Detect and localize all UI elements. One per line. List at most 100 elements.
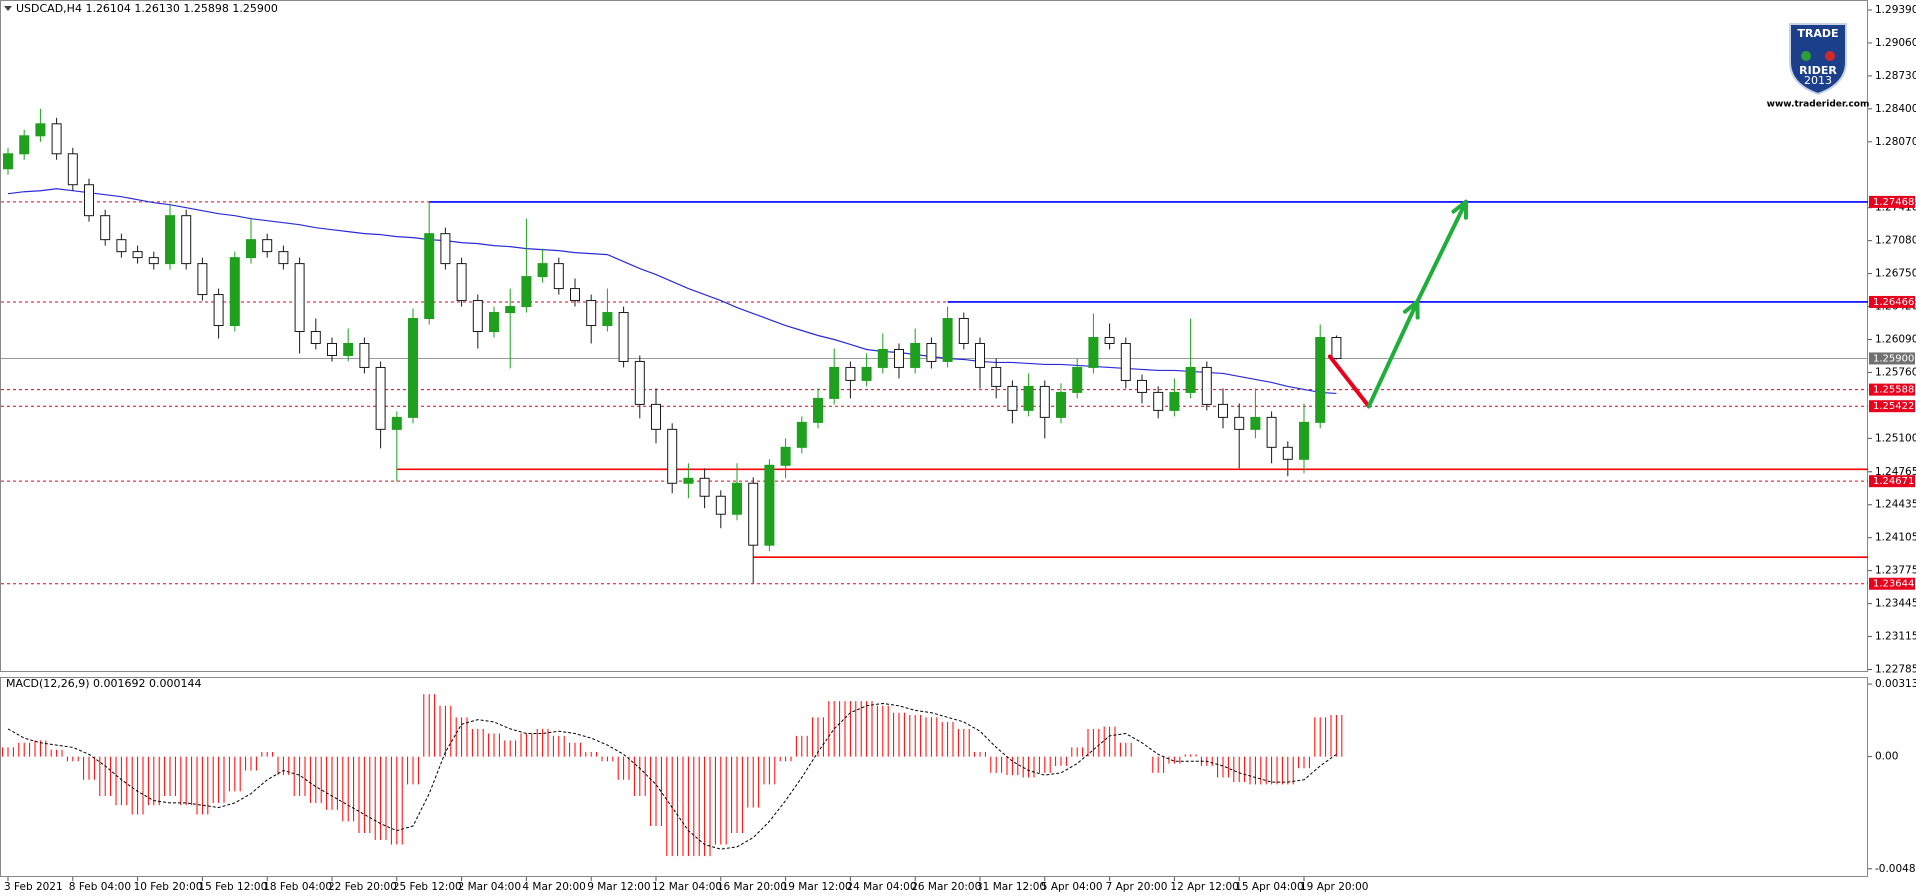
price-tag-label: 1.23644: [1873, 579, 1914, 590]
chart-title: USDCAD,H4 1.26104 1.26130 1.25898 1.2590…: [16, 2, 278, 15]
candle-body: [148, 257, 159, 265]
price-tag-label: 1.26466: [1873, 297, 1914, 308]
candle-body: [100, 215, 111, 241]
candle-body: [278, 251, 289, 265]
logo-dot: [1825, 51, 1835, 61]
candle-body: [327, 342, 337, 356]
candle-body: [1104, 336, 1115, 344]
candle-body: [1331, 336, 1342, 359]
price-tag-label: 1.24671: [1873, 476, 1914, 487]
y-tick-label: 1.22785: [1875, 664, 1916, 676]
candle-body: [165, 215, 175, 265]
candle-body: [262, 239, 273, 253]
candle-body: [67, 153, 78, 186]
logo-url: www.traderider.com: [1767, 100, 1870, 110]
candle-body: [1007, 385, 1018, 411]
candle-body: [732, 482, 742, 515]
candle-body: [1315, 336, 1326, 423]
candle-body: [570, 288, 580, 302]
candle-body: [1234, 416, 1245, 430]
y-tick-label: 1.28730: [1875, 70, 1916, 82]
x-tick-label: 8 Feb 04:00: [69, 881, 131, 893]
x-tick-label: 22 Feb 20:00: [328, 881, 397, 893]
candle-body: [1185, 366, 1196, 393]
candle-body: [877, 348, 888, 368]
price-tag-label: 1.25422: [1873, 401, 1914, 412]
y-tick-label: 1.24435: [1875, 499, 1916, 511]
logo-subtitle: RIDER: [1799, 64, 1837, 77]
x-tick-label: 3 Feb 2021: [4, 881, 63, 893]
projection-arrow: [1415, 199, 1468, 304]
candle-body: [1169, 391, 1180, 411]
x-tick-label: 12 Mar 04:00: [652, 881, 722, 893]
candle-body: [894, 348, 904, 368]
candle-body: [683, 477, 694, 484]
candle-body: [845, 366, 856, 381]
macd-title: MACD(12,26,9) 0.001692 0.000144: [6, 677, 202, 690]
candle-body: [424, 233, 435, 320]
candle-body: [991, 366, 1002, 387]
candle-body: [294, 263, 305, 333]
candle-body: [618, 312, 629, 362]
y-tick-label: -0.004849: [1875, 863, 1916, 875]
x-tick-label: 24 Mar 04:00: [846, 881, 916, 893]
candle-body: [715, 495, 726, 515]
candle-body: [942, 318, 953, 362]
y-tick-label: 1.26750: [1875, 268, 1916, 280]
price-tag: [1869, 475, 1915, 488]
candle-body: [780, 446, 791, 466]
candle-body: [51, 123, 62, 155]
candle-body: [1250, 416, 1261, 430]
watermark: TRADE RIDER 2013 www.traderider.com: [1767, 23, 1870, 110]
candle-body: [489, 312, 499, 333]
candle-body: [1056, 391, 1066, 418]
candle-body: [1282, 446, 1293, 460]
y-tick-label: 1.28400: [1875, 103, 1916, 115]
logo-shield: [1789, 23, 1847, 96]
y-tick-label: 1.29390: [1875, 4, 1916, 16]
price-tag-label: 1.25900: [1873, 353, 1914, 364]
candle-body: [651, 403, 661, 430]
price-tag: [1869, 383, 1915, 396]
x-tick-label: 7 Apr 20:00: [1106, 881, 1168, 893]
price-tag: [1869, 400, 1915, 413]
candle-body: [764, 464, 775, 546]
price-tag: [1869, 352, 1915, 365]
arrow-head: [1451, 199, 1468, 220]
y-tick-label: 1.23115: [1875, 631, 1916, 643]
candle-body: [537, 263, 548, 278]
x-tick-label: 15 Feb 12:00: [198, 881, 267, 893]
x-tick-label: 19 Apr 20:00: [1300, 881, 1368, 893]
candle-body: [197, 263, 208, 296]
candle-body: [84, 184, 94, 217]
candle-body: [246, 239, 256, 259]
candle-body: [748, 482, 759, 546]
candle-body: [975, 342, 985, 368]
x-tick-label: 5 Apr 04:00: [1041, 881, 1103, 893]
candle-body: [1218, 403, 1228, 418]
x-tick-label: 18 Feb 04:00: [263, 881, 332, 893]
candle-body: [829, 366, 840, 399]
y-tick-label: 0.003137: [1875, 678, 1916, 690]
price-tag-label: 1.25588: [1873, 385, 1914, 396]
candle-body: [391, 416, 402, 430]
candle-body: [505, 306, 516, 314]
candle-body: [813, 397, 823, 423]
candle-body: [35, 123, 46, 137]
x-tick-label: 10 Feb 20:00: [134, 881, 203, 893]
candle-body: [1201, 366, 1212, 405]
candle-body: [19, 135, 30, 155]
candle-body: [602, 312, 613, 327]
candle-body: [1039, 385, 1050, 418]
y-tick-label: 1.29060: [1875, 37, 1916, 49]
x-tick-label: 2 Mar 04:00: [458, 881, 521, 893]
candle-body: [456, 263, 467, 302]
candle-body: [1072, 366, 1083, 393]
x-tick-label: 12 Apr 12:00: [1170, 881, 1238, 893]
candle-body: [116, 239, 127, 253]
projection-arrow: [1366, 299, 1420, 409]
x-tick-label: 15 Apr 04:00: [1235, 881, 1303, 893]
candle-body: [1088, 336, 1099, 368]
y-tick-label: 1.23775: [1875, 565, 1916, 577]
